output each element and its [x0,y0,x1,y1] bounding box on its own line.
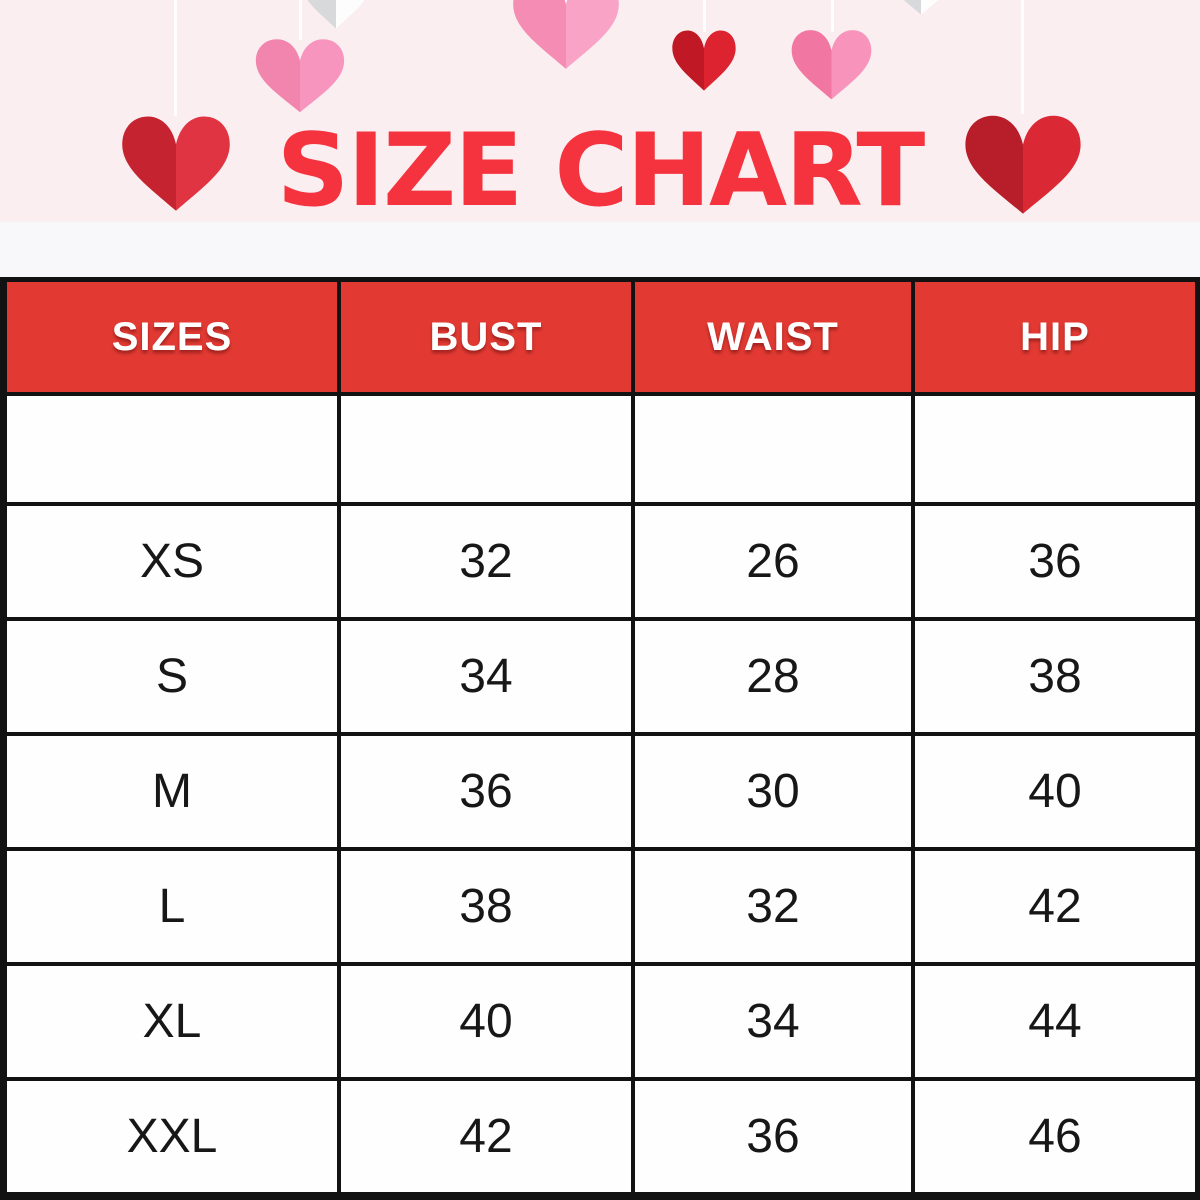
cell-m-bust: 36 [341,736,631,847]
paper-heart-white-top-left-icon [307,0,365,29]
heart-left-half [672,30,704,91]
paper-heart-pink-large-icon [513,0,619,69]
heart-right-half [300,39,345,113]
page-title: SIZE CHART [276,111,926,229]
paper-heart-pink-right-icon [791,30,872,100]
cell-l-size: L [7,851,337,962]
heart-right-half [566,0,619,69]
heart-left-half [903,0,921,15]
heart-left-half [307,0,336,29]
cell-s-waist: 28 [635,621,911,732]
heart-left-half [791,30,832,100]
cell-xl-bust: 40 [341,966,631,1077]
cell-xxl-waist: 36 [635,1081,911,1192]
hanging-string [703,0,706,32]
empty-cell [7,396,337,502]
cell-m-waist: 30 [635,736,911,847]
empty-cell [341,396,631,502]
cell-xl-size: XL [7,966,337,1077]
hanging-string [1021,0,1024,114]
cell-s-bust: 34 [341,621,631,732]
heart-right-half [1023,115,1081,214]
cell-s-size: S [7,621,337,732]
heart-left-half [255,39,300,113]
cell-l-hip: 42 [915,851,1195,962]
empty-cell [915,396,1195,502]
heart-right-half [921,0,939,15]
header-cell-bust: BUST [341,282,631,392]
heart-right-half [336,0,365,29]
cell-xs-hip: 36 [915,506,1195,617]
cell-xxl-hip: 46 [915,1081,1195,1192]
cell-m-hip: 40 [915,736,1195,847]
empty-cell [635,396,911,502]
cell-xxl-size: XXL [7,1081,337,1192]
hanging-string [831,0,834,32]
heart-left-half [513,0,566,69]
banner: SIZE CHART [0,0,1200,222]
cell-xxl-bust: 42 [341,1081,631,1192]
cell-s-hip: 38 [915,621,1195,732]
paper-heart-white-top-right-icon [903,0,939,15]
heart-right-half [831,30,872,100]
heart-left-half [122,116,176,211]
cell-m-size: M [7,736,337,847]
cell-xl-waist: 34 [635,966,911,1077]
cell-xl-hip: 44 [915,966,1195,1077]
cell-l-waist: 32 [635,851,911,962]
header-cell-sizes: SIZES [7,282,337,392]
heart-right-half [704,30,736,91]
cell-xs-waist: 26 [635,506,911,617]
paper-heart-red-large-left-icon [122,116,230,211]
size-chart-table: SIZES BUST WAIST HIP XS 32 26 36 S 34 28… [0,277,1200,1200]
header-cell-waist: WAIST [635,282,911,392]
hanging-string [299,0,302,40]
cell-xs-size: XS [7,506,337,617]
hanging-string [174,0,177,116]
header-cell-hip: HIP [915,282,1195,392]
heart-right-half [176,116,230,211]
paper-heart-red-small-icon [672,30,736,91]
paper-heart-red-large-right-icon [965,115,1081,214]
cell-xs-bust: 32 [341,506,631,617]
cell-l-bust: 38 [341,851,631,962]
heart-left-half [965,115,1023,214]
paper-heart-pink-left-icon [255,39,345,113]
